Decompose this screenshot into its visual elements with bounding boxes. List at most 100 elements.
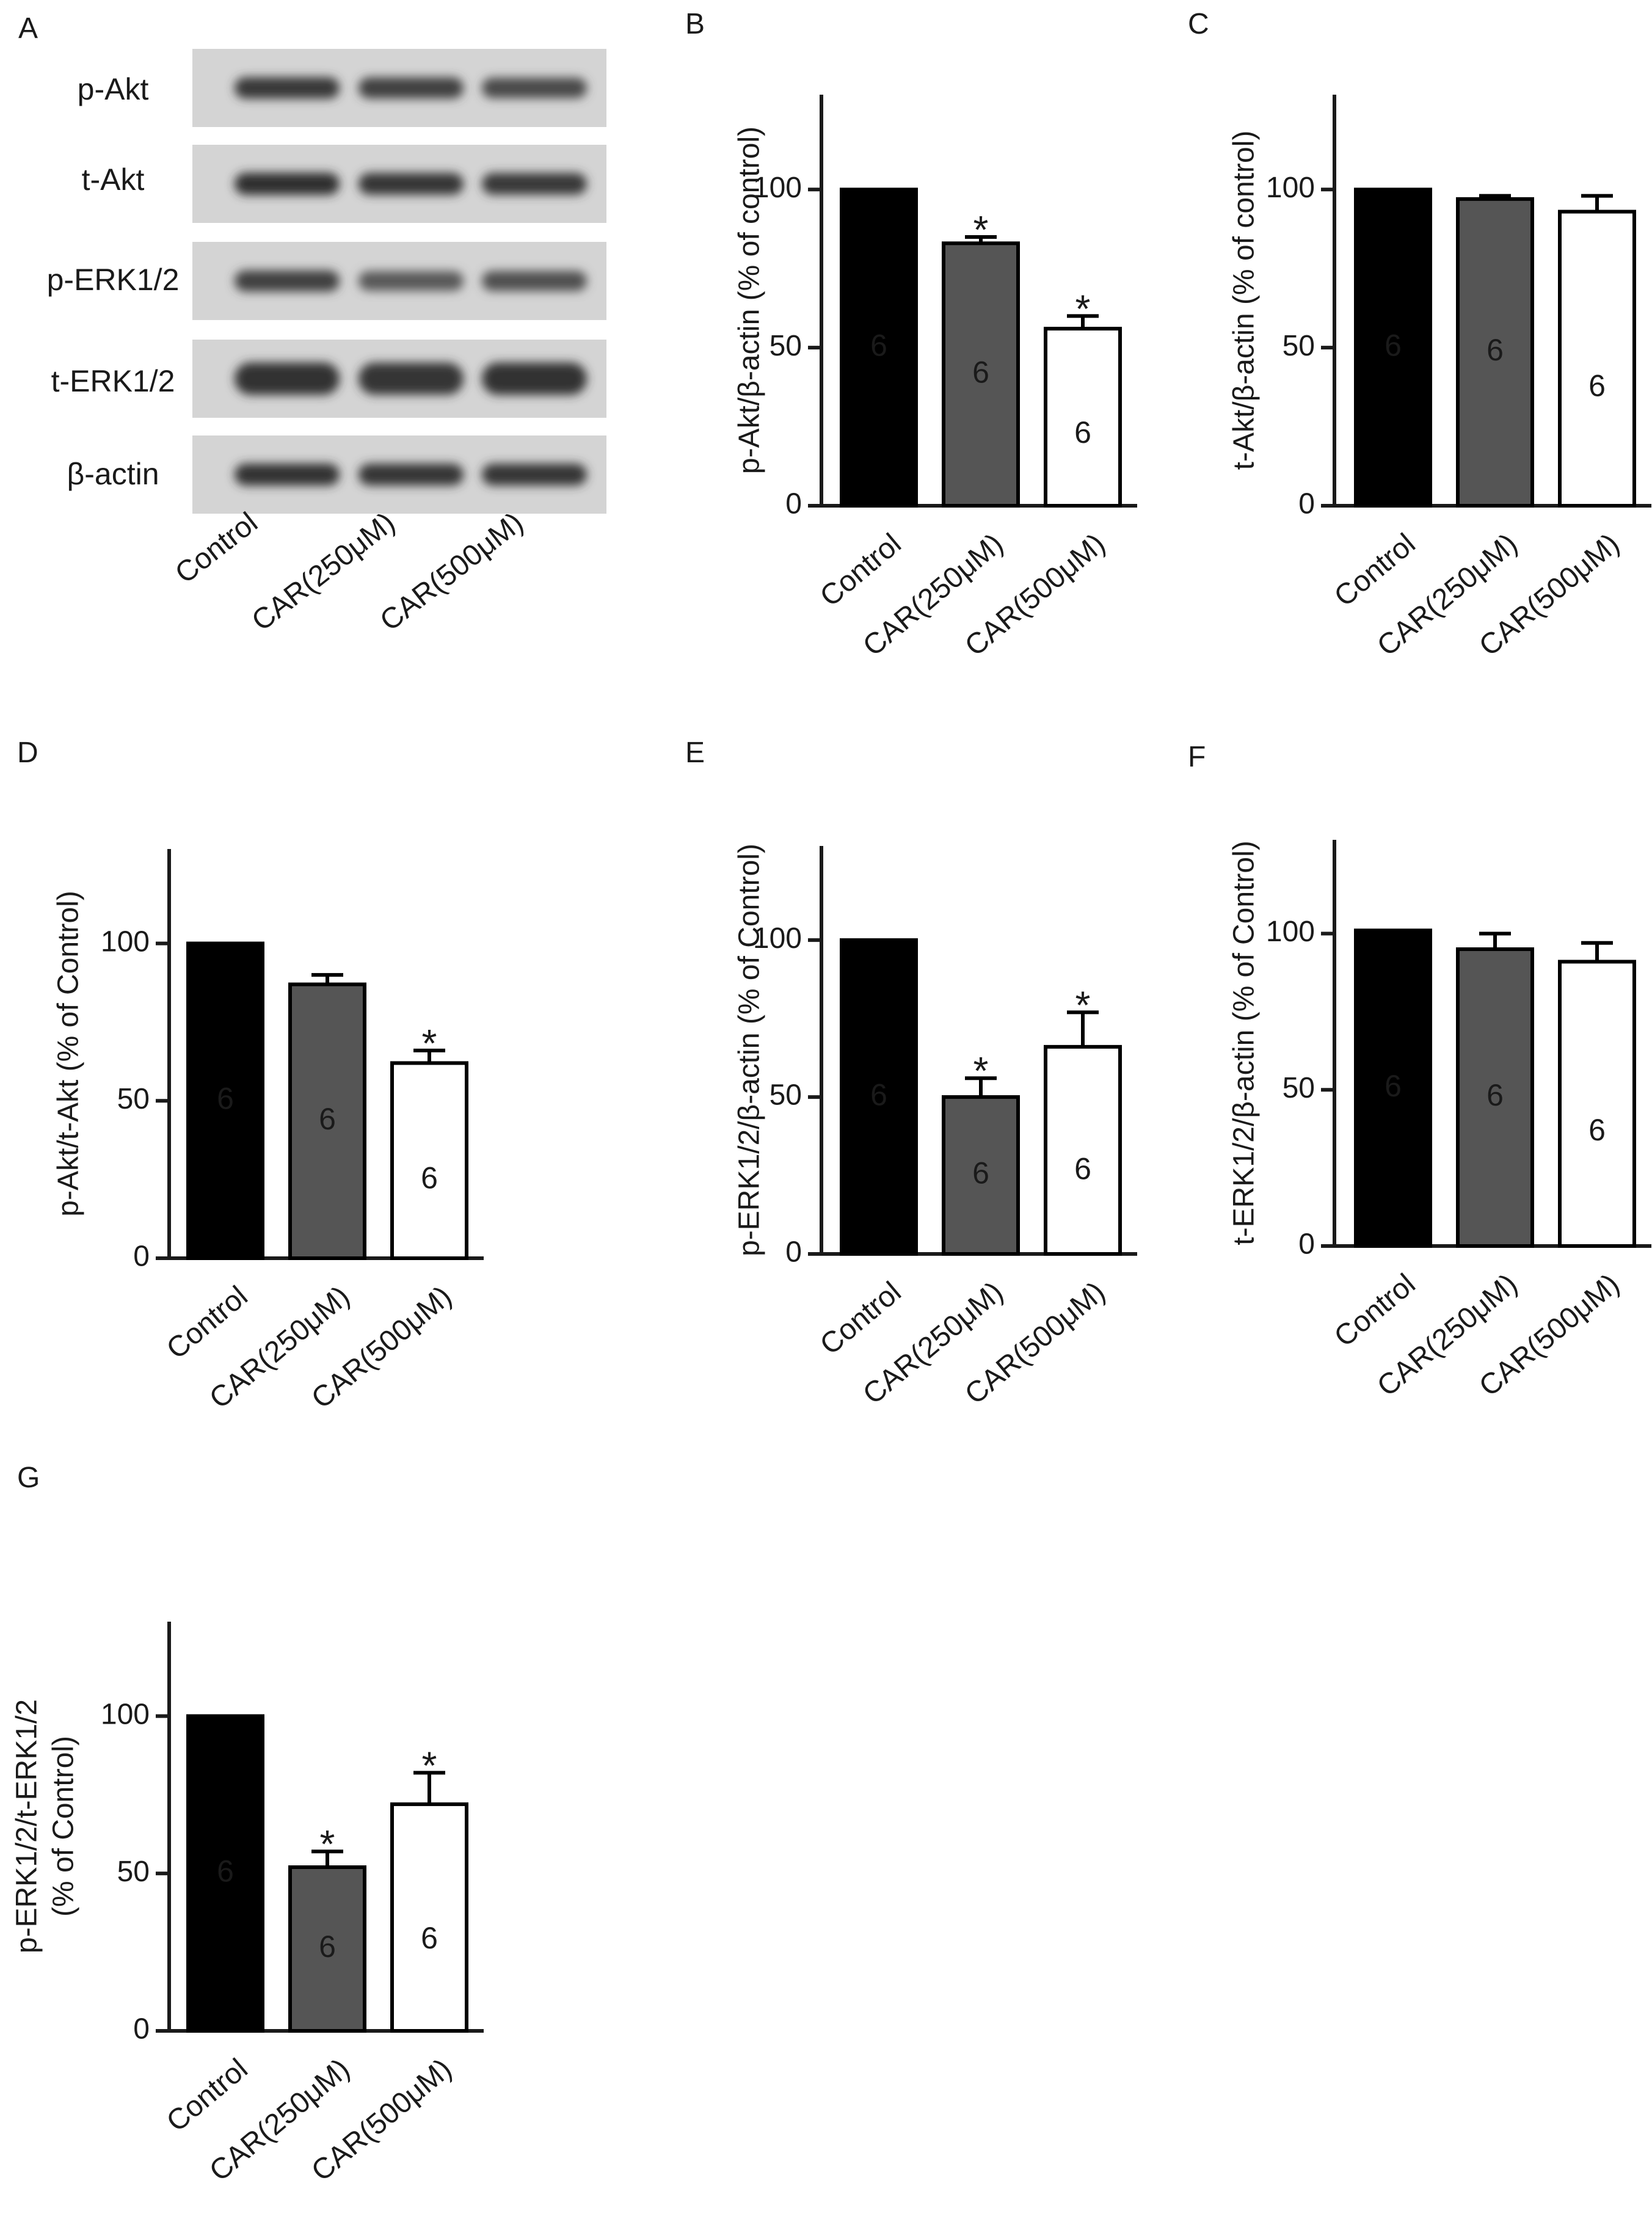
bar-car250 <box>288 1865 366 2033</box>
bar-control <box>840 938 918 1256</box>
blot-band <box>235 270 340 292</box>
sample-size-label: 6 <box>421 1921 438 1955</box>
sample-size-label: 6 <box>870 328 887 362</box>
bar-car500 <box>1044 1044 1122 1256</box>
x-category-label: Control <box>814 528 908 613</box>
y-tick-label: 50 <box>770 1079 802 1112</box>
blot-band <box>482 78 587 98</box>
y-tick-label: 0 <box>133 1241 150 1273</box>
x-category-label: Control <box>161 2053 254 2138</box>
western-blot-panel: Ap-Akt t-Akt p-ERK1/2 t-ERK1/2 β-actin Contro… <box>18 12 606 638</box>
sample-size-label: 6 <box>1385 328 1402 362</box>
sample-size-label: 6 <box>1074 415 1091 450</box>
blot-band <box>235 172 340 195</box>
bar-car500 <box>1558 960 1636 1248</box>
sample-size-label: 6 <box>319 1929 336 1964</box>
bar-control <box>1354 188 1432 508</box>
significance-star: * <box>1075 286 1091 330</box>
y-tick-label: 0 <box>785 1236 802 1269</box>
panel-letter-e: E <box>685 737 705 769</box>
bar-car500 <box>390 1061 468 1260</box>
sample-size-label: 6 <box>972 1156 989 1190</box>
y-axis-label: p-Akt/t-Akt (% of Control) <box>53 891 85 1216</box>
bar-chart-d: D 0 50 100 p-Akt/t-Akt (% of Control) 6 6 * 6 Con… <box>17 737 484 1415</box>
y-tick-label: 100 <box>101 925 150 958</box>
blot-band-label: t-Akt <box>82 162 145 197</box>
blot-band <box>235 77 340 99</box>
y-tick-label: 100 <box>753 172 802 204</box>
y-tick-label: 50 <box>117 1856 150 1888</box>
sample-size-label: 6 <box>1074 1152 1091 1186</box>
bar-car500 <box>1044 327 1122 508</box>
panel-letter-c: C <box>1188 8 1209 40</box>
blot-band <box>482 271 587 291</box>
bar-car500 <box>1558 210 1636 508</box>
blot-band <box>358 77 464 99</box>
y-axis-label: p-ERK1/2/t-ERK1/2 <box>11 1699 43 1953</box>
bar-control <box>186 1714 264 2033</box>
sample-size-label: 6 <box>217 1082 234 1116</box>
significance-star: * <box>422 1021 437 1065</box>
blot-lane-label: Control <box>169 506 264 590</box>
blot-band-label: p-Akt <box>78 72 149 106</box>
panel-letter-d: D <box>17 737 38 769</box>
panel-letter-f: F <box>1188 741 1206 773</box>
sample-size-label: 6 <box>1486 1078 1504 1112</box>
significance-star: * <box>422 1743 437 1787</box>
bar-control <box>186 941 264 1260</box>
blot-band <box>358 173 464 195</box>
y-tick-label: 0 <box>1298 488 1315 520</box>
blot-band <box>235 362 340 395</box>
sample-size-label: 6 <box>1486 333 1504 367</box>
blot-band <box>482 362 587 395</box>
panel-letter-g: G <box>17 1462 40 1494</box>
bar-control <box>1354 928 1432 1248</box>
blot-band <box>235 463 340 486</box>
x-category-label: Control <box>814 1276 908 1361</box>
bar-car250 <box>942 1095 1020 1256</box>
blot-band-label: p-ERK1/2 <box>47 263 180 297</box>
blot-band <box>358 362 464 395</box>
blot-band-label: β-actin <box>67 457 159 491</box>
bar-car500 <box>390 1802 468 2033</box>
bar-control <box>840 188 918 508</box>
blot-band <box>482 464 587 486</box>
y-tick-label: 100 <box>1266 172 1315 204</box>
y-tick-label: 100 <box>1266 916 1315 948</box>
panel-letter-a: A <box>18 12 38 45</box>
bar-chart-g: G 0 50 100 p-ERK1/2/t-ERK1/2 (% of Control) 6 *… <box>11 1462 484 2188</box>
y-tick-label: 50 <box>1283 1072 1315 1104</box>
panel-letter-b: B <box>685 8 705 40</box>
y-tick-label: 50 <box>1283 330 1315 362</box>
y-tick-label: 0 <box>1298 1228 1315 1261</box>
significance-star: * <box>320 1822 335 1866</box>
y-tick-label: 100 <box>753 922 802 955</box>
x-category-label: Control <box>1328 528 1422 613</box>
x-category-label: Control <box>1328 1268 1422 1354</box>
y-tick-label: 0 <box>785 488 802 520</box>
blot-band <box>358 271 464 291</box>
y-tick-label: 50 <box>117 1083 150 1115</box>
sample-size-label: 6 <box>870 1077 887 1112</box>
y-axis-label: t-Akt/β-actin (% of control) <box>1228 131 1261 470</box>
y-tick-label: 0 <box>133 2013 150 2046</box>
sample-size-label: 6 <box>972 355 989 389</box>
bar-car250 <box>942 241 1020 508</box>
sample-size-label: 6 <box>421 1161 438 1195</box>
sample-size-label: 6 <box>217 1854 234 1889</box>
blot-band <box>358 464 464 486</box>
sample-size-label: 6 <box>1588 1113 1606 1147</box>
blot-band-label: t-ERK1/2 <box>51 364 175 398</box>
significance-star: * <box>973 208 989 252</box>
sample-size-label: 6 <box>1385 1069 1402 1103</box>
blot-lane-label: CAR(250μM) <box>246 506 401 638</box>
y-tick-label: 50 <box>770 330 802 362</box>
y-axis-label: t-ERK1/2/β-actin (% of Control) <box>1228 840 1261 1245</box>
sample-size-label: 6 <box>1588 369 1606 403</box>
blot-lane-label: CAR(500μM) <box>374 506 529 638</box>
sample-size-label: 6 <box>319 1102 336 1136</box>
